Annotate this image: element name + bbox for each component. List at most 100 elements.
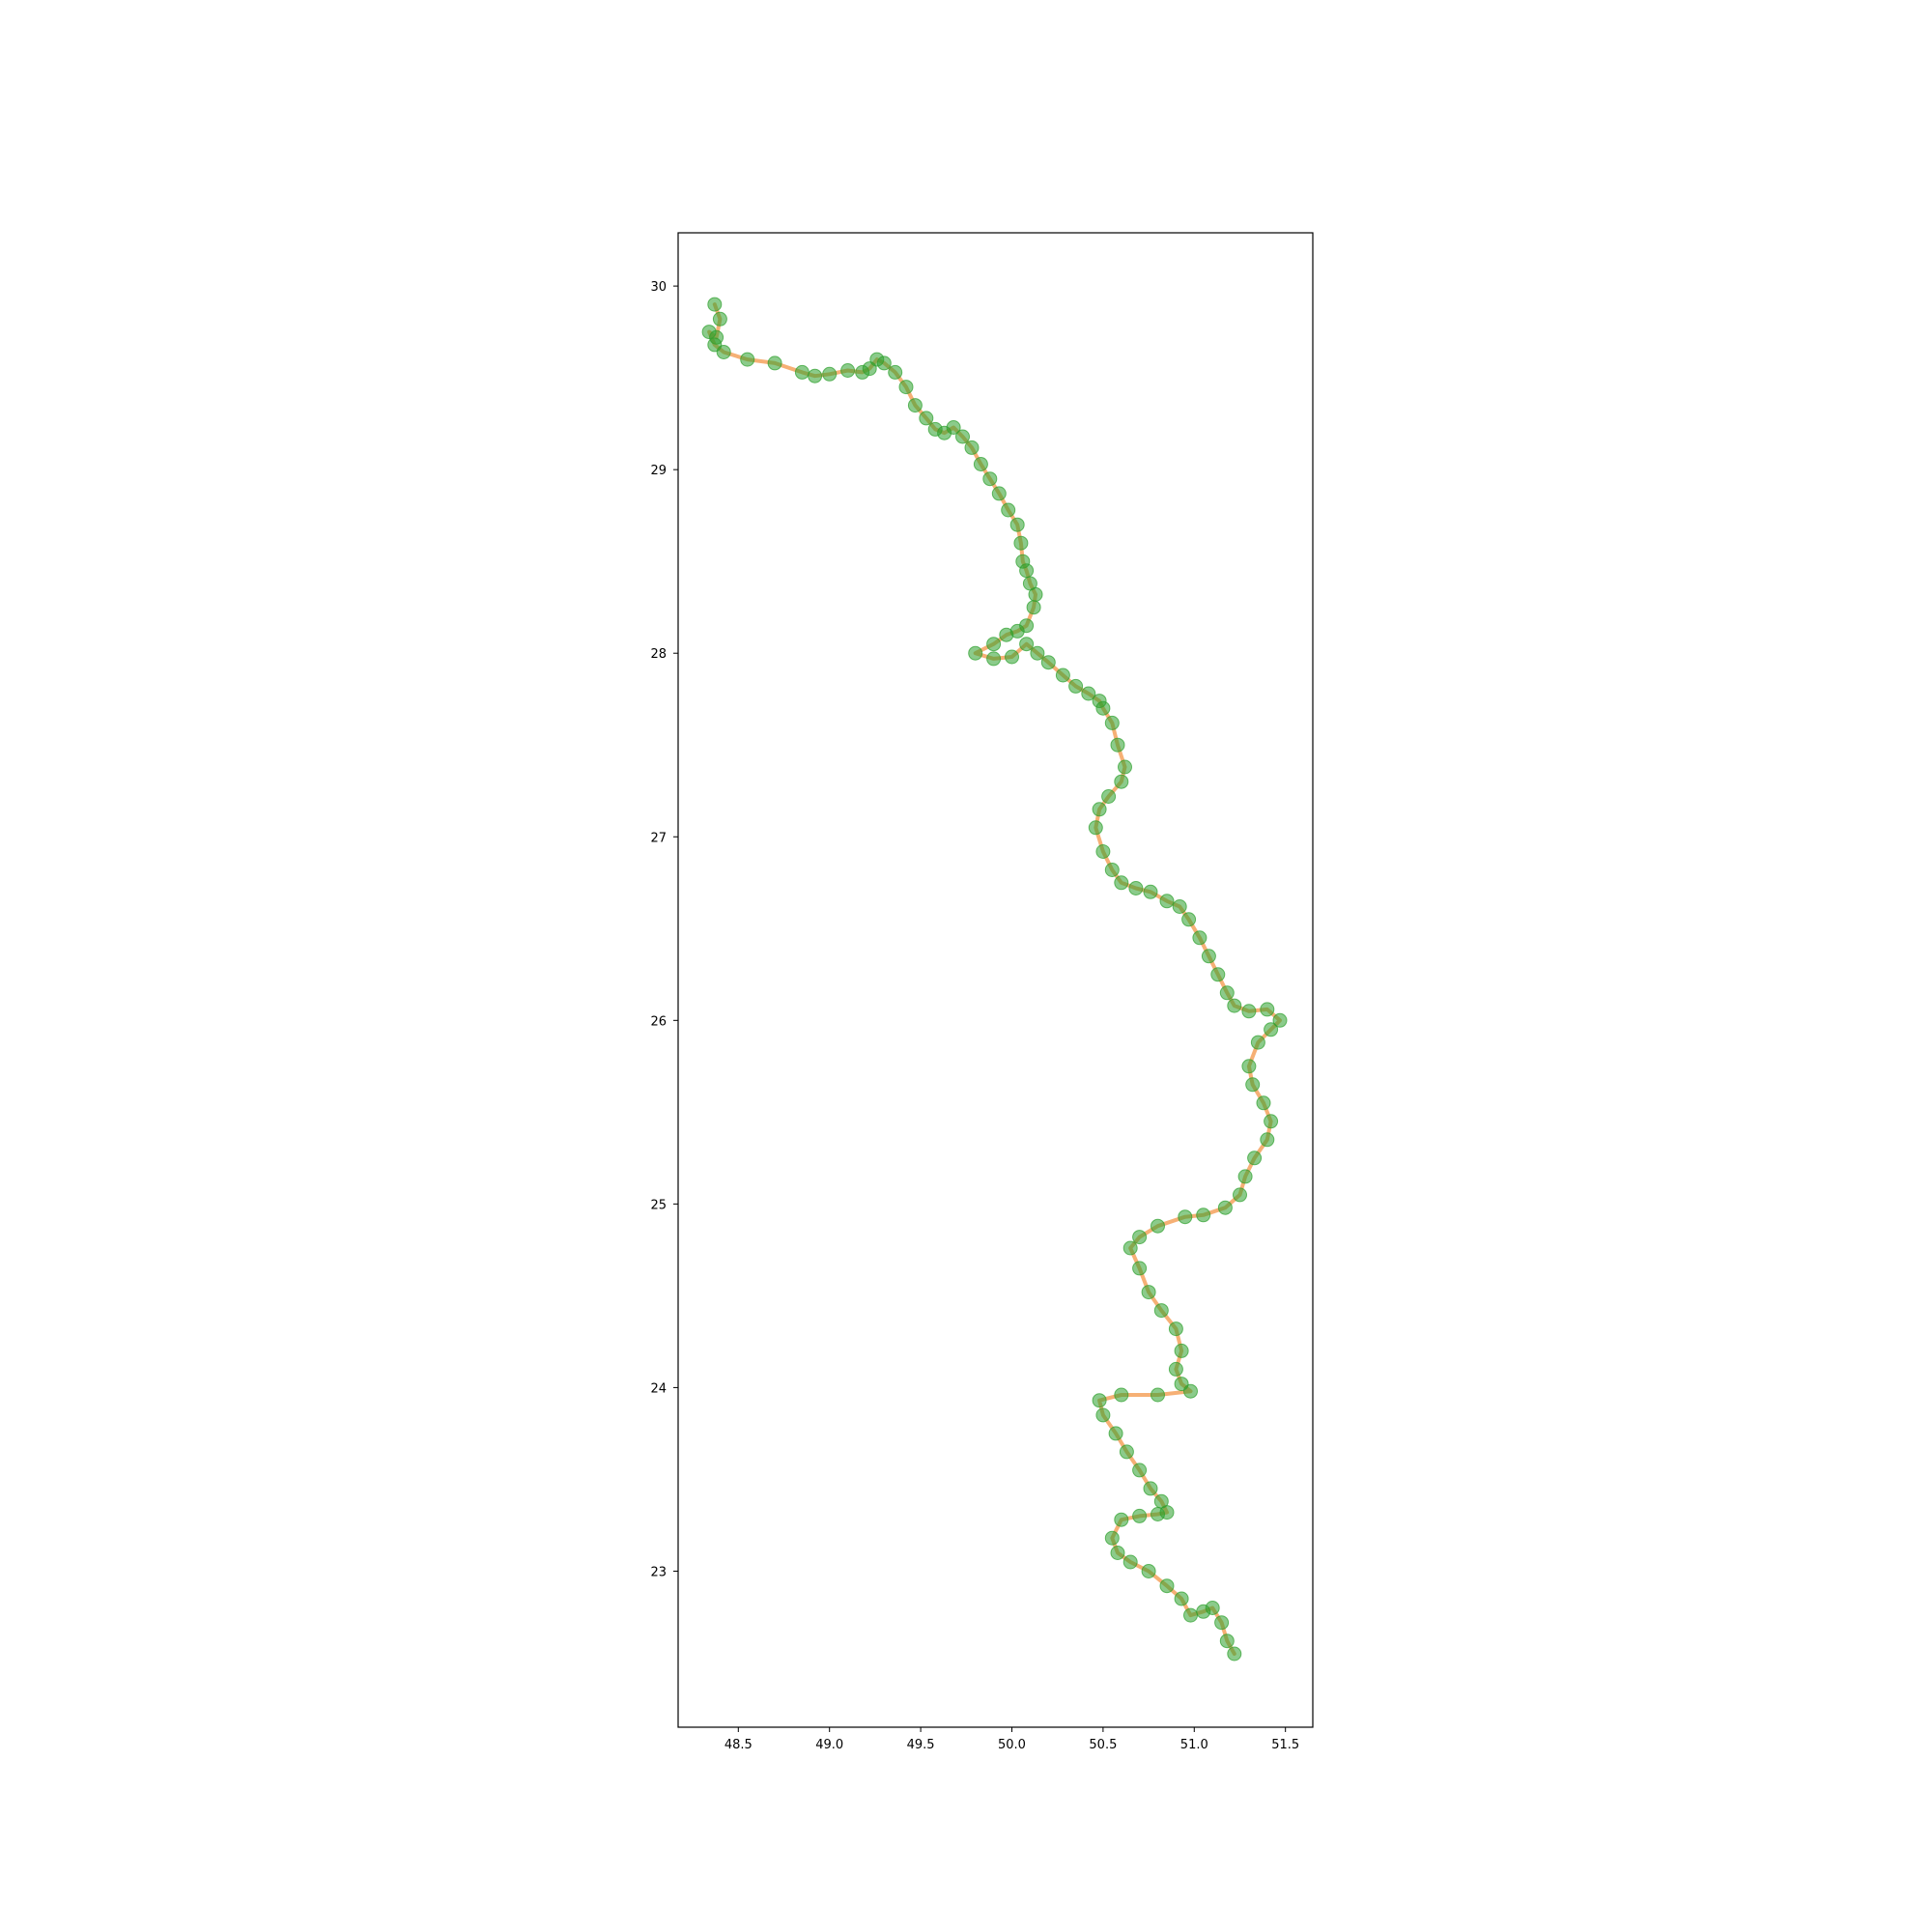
route-point: [1264, 1022, 1279, 1037]
route-point: [1272, 1012, 1288, 1028]
y-tick-label: 25: [650, 1198, 667, 1212]
route-point: [1183, 1383, 1198, 1399]
route-point: [876, 355, 892, 371]
route-point: [1001, 502, 1016, 518]
route-point: [1095, 1407, 1111, 1423]
route-point: [1214, 1615, 1230, 1631]
route-point: [1233, 1187, 1247, 1203]
y-tick-label: 30: [650, 280, 667, 295]
route-point: [701, 325, 717, 340]
route-point: [1192, 930, 1208, 946]
route-point: [1201, 949, 1216, 964]
route-point: [1227, 998, 1242, 1013]
route-point: [1168, 1361, 1183, 1377]
route-point: [907, 398, 923, 413]
route-point: [1009, 517, 1025, 532]
route-point: [1245, 1077, 1261, 1093]
route-point: [1013, 535, 1029, 551]
x-axis: 48.5 49.0 49.5 50.0 50.5 51.0 51.5: [724, 1727, 1299, 1752]
route-point: [1219, 1634, 1235, 1649]
route-point: [999, 627, 1014, 642]
route-point: [1168, 1321, 1183, 1337]
route-point: [1092, 802, 1107, 817]
route-point: [1210, 967, 1226, 982]
route-point: [1095, 700, 1111, 716]
route-point: [919, 411, 934, 426]
route-point: [1132, 1463, 1148, 1478]
route-point: [1081, 686, 1096, 701]
route-point: [1092, 1393, 1107, 1408]
route-point: [822, 366, 838, 382]
route-point: [707, 297, 723, 312]
points-layer: [701, 297, 1288, 1662]
route-point: [955, 429, 970, 444]
route-point: [794, 364, 810, 380]
route-point: [1119, 1444, 1134, 1460]
route-point: [1241, 1059, 1257, 1074]
route-point: [986, 637, 1002, 652]
route-point: [1104, 715, 1120, 730]
route-point: [1264, 1114, 1279, 1129]
route-point: [1122, 1240, 1138, 1256]
route-point: [1205, 1601, 1220, 1615]
route-point: [1019, 637, 1035, 652]
route-point: [1104, 863, 1120, 877]
route-point: [1151, 1387, 1165, 1403]
route-point: [1151, 1218, 1165, 1234]
route-point: [1227, 1646, 1242, 1662]
route-point: [1095, 844, 1111, 859]
route-point: [1256, 1095, 1271, 1111]
route-point: [1088, 820, 1103, 836]
route-point: [1114, 875, 1129, 891]
route-point: [712, 311, 727, 327]
x-tick-label: 49.0: [815, 1738, 843, 1752]
route-point: [1101, 789, 1117, 804]
route-point: [1181, 912, 1197, 927]
route-point: [1019, 563, 1035, 579]
route-point: [1196, 1208, 1211, 1223]
y-tick-label: 23: [650, 1565, 667, 1579]
y-axis: 23 24 25 26 27 28 29 30: [650, 280, 678, 1579]
route-point: [964, 440, 980, 455]
route-point: [1110, 737, 1125, 753]
route-point: [767, 355, 782, 371]
route-point: [1174, 1343, 1189, 1358]
x-tick-label: 48.5: [724, 1738, 753, 1752]
route-point: [1183, 1607, 1198, 1623]
route-point: [1219, 985, 1235, 1001]
route-point: [1172, 899, 1187, 914]
x-tick-label: 50.0: [998, 1738, 1026, 1752]
route-point: [1104, 1530, 1120, 1546]
route-point: [1132, 1508, 1148, 1523]
route-point: [1143, 1481, 1158, 1496]
route-point: [1068, 678, 1084, 694]
route-point: [1026, 600, 1041, 615]
route-point: [1153, 1303, 1169, 1319]
route-point: [1114, 774, 1129, 789]
route-point: [1118, 759, 1132, 775]
route-point: [1159, 894, 1175, 909]
route-point: [1217, 1200, 1233, 1215]
y-tick-label: 28: [650, 647, 667, 662]
plot-area: [677, 232, 1314, 1728]
route-point: [982, 471, 998, 487]
route-point: [1114, 1387, 1129, 1403]
y-tick-label: 24: [650, 1381, 667, 1396]
y-tick-label: 29: [650, 464, 667, 478]
x-tick-label: 51.0: [1180, 1738, 1208, 1752]
route-point: [1030, 645, 1045, 661]
route-point: [1250, 1035, 1265, 1050]
route-point: [1260, 1002, 1275, 1017]
route-point: [808, 368, 823, 384]
x-tick-label: 51.5: [1271, 1738, 1299, 1752]
x-tick-label: 49.5: [907, 1738, 935, 1752]
route-point: [1132, 1261, 1148, 1276]
route-point: [1108, 1426, 1123, 1441]
route-point: [1028, 586, 1043, 602]
route-point: [1114, 1512, 1129, 1527]
route-point: [1151, 1507, 1165, 1521]
route-point: [946, 420, 961, 435]
route-point: [888, 364, 903, 380]
route-point: [1141, 1285, 1156, 1300]
